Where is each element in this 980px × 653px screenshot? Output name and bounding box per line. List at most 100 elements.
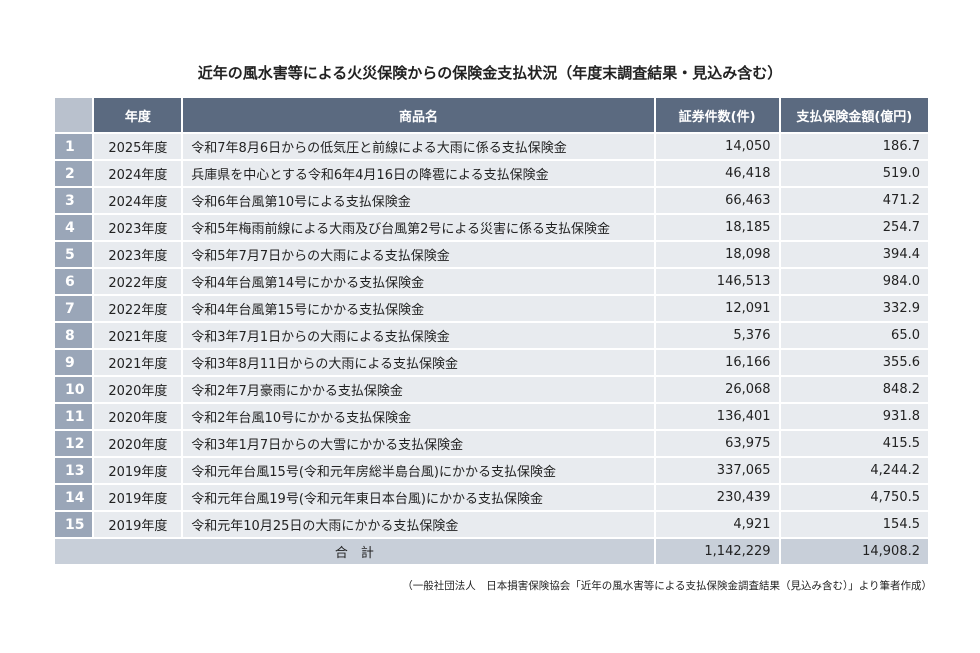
table-row: 13 2019年度 令和元年台風15号(令和元年房総半島台風)にかかる支払保険金 33… — [55, 458, 928, 483]
cell-amount: 394.4 — [780, 242, 928, 267]
cell-name: 令和元年10月25日の大雨にかかる支払保険金 — [183, 512, 654, 537]
cell-year: 2021年度 — [94, 350, 182, 375]
cell-amount: 65.0 — [780, 323, 928, 348]
total-amount: 14,908.2 — [780, 539, 928, 564]
page-title: 近年の風水害等による火災保険からの保険金支払状況（年度末調査結果・見込み含む） — [197, 64, 783, 82]
source-note: （一般社団法人 日本損害保険協会「近年の風水害等による支払保険金調査結果（見込み… — [402, 580, 932, 592]
cell-year: 2023年度 — [94, 242, 182, 267]
cell-year: 2024年度 — [94, 161, 182, 186]
cell-year: 2020年度 — [94, 377, 182, 402]
cell-year: 2019年度 — [94, 512, 182, 537]
cell-count: 14,050 — [655, 134, 779, 159]
cell-amount: 355.6 — [780, 350, 928, 375]
table-row: 14 2019年度 令和元年台風19号(令和元年東日本台風)にかかる支払保険金 230… — [55, 485, 928, 510]
cell-amount: 471.2 — [780, 188, 928, 213]
cell-name: 令和5年7月7日からの大雨による支払保険金 — [183, 242, 654, 267]
cell-count: 146,513 — [655, 269, 779, 294]
cell-year: 2019年度 — [94, 485, 182, 510]
cell-year: 2025年度 — [94, 134, 182, 159]
cell-count: 5,376 — [655, 323, 779, 348]
table-row: 4 2023年度 令和5年梅雨前線による大雨及び台風第2号による災害に係る支払保険金… — [55, 215, 928, 240]
table-row: 1 2025年度 令和7年8月6日からの低気圧と前線による大雨に係る支払保険金 14,… — [55, 134, 928, 159]
cell-year: 2019年度 — [94, 458, 182, 483]
cell-no: 6 — [55, 269, 93, 294]
cell-name: 令和2年7月豪雨にかかる支払保険金 — [183, 377, 654, 402]
cell-no: 9 — [55, 350, 93, 375]
table-row: 5 2023年度 令和5年7月7日からの大雨による支払保険金 18,098 394.4 — [55, 242, 928, 267]
cell-count: 230,439 — [655, 485, 779, 510]
table-row: 7 2022年度 令和4年台風第15号にかかる支払保険金 12,091 332.9 — [55, 296, 928, 321]
cell-no: 8 — [55, 323, 93, 348]
header-no — [55, 98, 93, 132]
cell-name: 令和2年台風10号にかかる支払保険金 — [183, 404, 654, 429]
table-row: 10 2020年度 令和2年7月豪雨にかかる支払保険金 26,068 848.2 — [55, 377, 928, 402]
cell-year: 2022年度 — [94, 296, 182, 321]
cell-no: 2 — [55, 161, 93, 186]
cell-count: 66,463 — [655, 188, 779, 213]
payment-table: 年度 商品名 証券件数(件) 支払保険金額(億円) 1 2025年度 令和7年8月6… — [53, 96, 930, 566]
cell-name: 令和4年台風第14号にかかる支払保険金 — [183, 269, 654, 294]
table-row: 15 2019年度 令和元年10月25日の大雨にかかる支払保険金 4,921 154.5 — [55, 512, 928, 537]
total-count: 1,142,229 — [655, 539, 779, 564]
cell-year: 2020年度 — [94, 431, 182, 456]
table-header: 年度 商品名 証券件数(件) 支払保険金額(億円) — [55, 98, 928, 132]
cell-no: 5 — [55, 242, 93, 267]
table-row: 12 2020年度 令和3年1月7日からの大雪にかかる支払保険金 63,975 415.… — [55, 431, 928, 456]
cell-count: 136,401 — [655, 404, 779, 429]
cell-amount: 4,750.5 — [780, 485, 928, 510]
cell-amount: 984.0 — [780, 269, 928, 294]
cell-year: 2023年度 — [94, 215, 182, 240]
cell-year: 2024年度 — [94, 188, 182, 213]
cell-name: 兵庫県を中心とする令和6年4月16日の降雹による支払保険金 — [183, 161, 654, 186]
cell-count: 4,921 — [655, 512, 779, 537]
header-name: 商品名 — [183, 98, 654, 132]
cell-amount: 186.7 — [780, 134, 928, 159]
cell-no: 4 — [55, 215, 93, 240]
header-amount: 支払保険金額(億円) — [780, 98, 928, 132]
cell-amount: 254.7 — [780, 215, 928, 240]
cell-no: 3 — [55, 188, 93, 213]
cell-no: 13 — [55, 458, 93, 483]
cell-amount: 415.5 — [780, 431, 928, 456]
cell-name: 令和6年台風第10号による支払保険金 — [183, 188, 654, 213]
cell-name: 令和3年8月11日からの大雨による支払保険金 — [183, 350, 654, 375]
cell-year: 2021年度 — [94, 323, 182, 348]
cell-name: 令和4年台風第15号にかかる支払保険金 — [183, 296, 654, 321]
table-row: 6 2022年度 令和4年台風第14号にかかる支払保険金 146,513 984.0 — [55, 269, 928, 294]
table-row: 9 2021年度 令和3年8月11日からの大雨による支払保険金 16,166 355.6 — [55, 350, 928, 375]
cell-no: 15 — [55, 512, 93, 537]
table-row: 3 2024年度 令和6年台風第10号による支払保険金 66,463 471.2 — [55, 188, 928, 213]
cell-count: 12,091 — [655, 296, 779, 321]
cell-name: 令和5年梅雨前線による大雨及び台風第2号による災害に係る支払保険金 — [183, 215, 654, 240]
cell-count: 46,418 — [655, 161, 779, 186]
cell-count: 16,166 — [655, 350, 779, 375]
cell-amount: 931.8 — [780, 404, 928, 429]
cell-no: 7 — [55, 296, 93, 321]
cell-name: 令和3年1月7日からの大雪にかかる支払保険金 — [183, 431, 654, 456]
cell-year: 2020年度 — [94, 404, 182, 429]
cell-no: 1 — [55, 134, 93, 159]
total-label: 合 計 — [55, 539, 654, 564]
table-row: 8 2021年度 令和3年7月1日からの大雨による支払保険金 5,376 65.0 — [55, 323, 928, 348]
cell-name: 令和元年台風15号(令和元年房総半島台風)にかかる支払保険金 — [183, 458, 654, 483]
cell-count: 18,098 — [655, 242, 779, 267]
cell-amount: 519.0 — [780, 161, 928, 186]
cell-amount: 4,244.2 — [780, 458, 928, 483]
cell-count: 63,975 — [655, 431, 779, 456]
cell-amount: 154.5 — [780, 512, 928, 537]
total-row: 合 計 1,142,229 14,908.2 — [55, 539, 928, 564]
header-count: 証券件数(件) — [655, 98, 779, 132]
header-year: 年度 — [94, 98, 182, 132]
cell-name: 令和7年8月6日からの低気圧と前線による大雨に係る支払保険金 — [183, 134, 654, 159]
cell-no: 10 — [55, 377, 93, 402]
table-row: 11 2020年度 令和2年台風10号にかかる支払保険金 136,401 931.8 — [55, 404, 928, 429]
cell-count: 337,065 — [655, 458, 779, 483]
cell-no: 11 — [55, 404, 93, 429]
cell-year: 2022年度 — [94, 269, 182, 294]
cell-no: 12 — [55, 431, 93, 456]
cell-amount: 332.9 — [780, 296, 928, 321]
cell-name: 令和3年7月1日からの大雨による支払保険金 — [183, 323, 654, 348]
cell-no: 14 — [55, 485, 93, 510]
cell-amount: 848.2 — [780, 377, 928, 402]
cell-count: 26,068 — [655, 377, 779, 402]
